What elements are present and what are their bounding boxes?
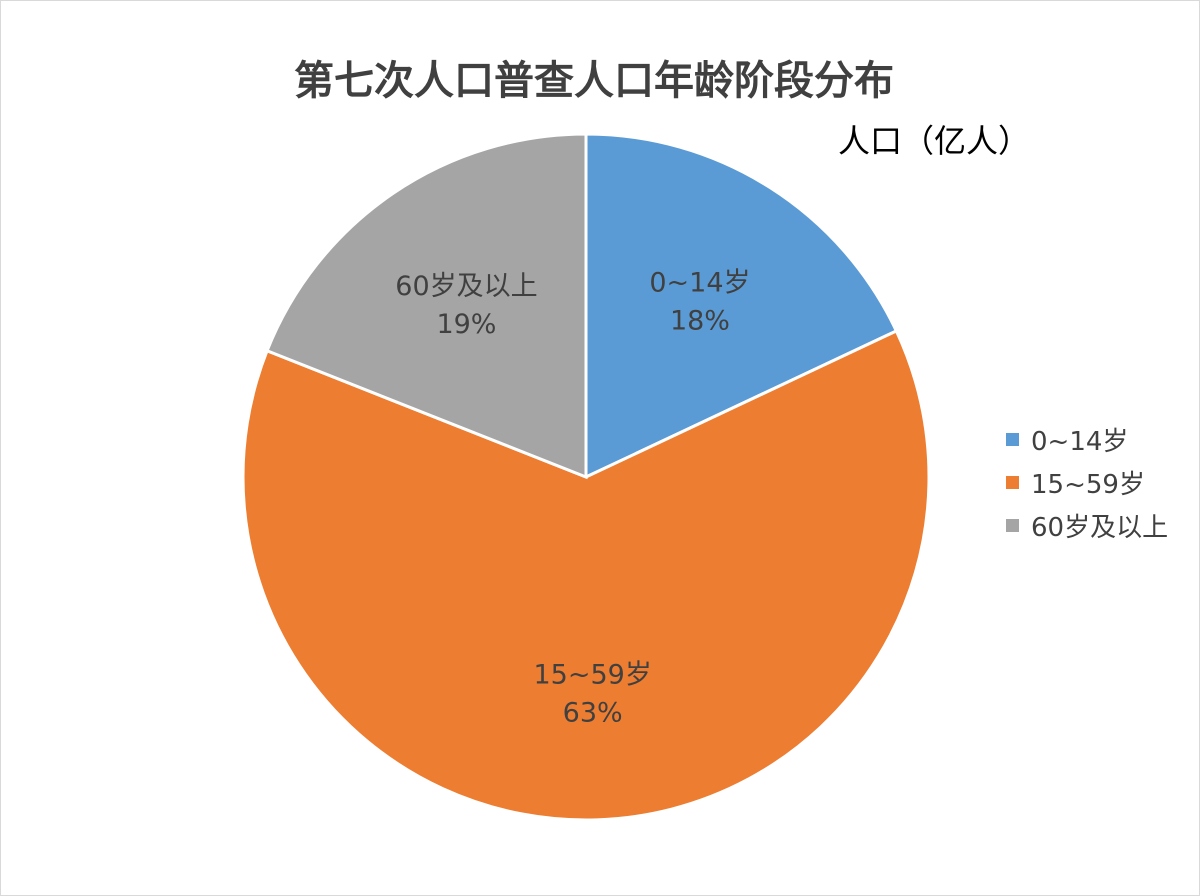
chart-title: 第七次人口普查人口年龄阶段分布 bbox=[294, 58, 894, 104]
legend-item: 0~14岁 bbox=[1006, 418, 1168, 461]
slice-value-label: 19% bbox=[436, 309, 496, 340]
legend-swatch bbox=[1006, 476, 1019, 489]
legend: 0~14岁 15~59岁 60岁及以上 bbox=[1006, 418, 1168, 547]
slice-value-label: 63% bbox=[563, 698, 623, 729]
legend-label: 0~14岁 bbox=[1031, 427, 1129, 457]
slice-category-label: 0~14岁 bbox=[649, 267, 750, 298]
slice-category-label: 15~59岁 bbox=[534, 660, 652, 691]
legend-swatch bbox=[1006, 519, 1019, 532]
legend-label: 60岁及以上 bbox=[1031, 513, 1169, 543]
legend-item: 15~59岁 bbox=[1006, 461, 1168, 504]
pie-slice bbox=[265, 132, 588, 480]
legend-item: 60岁及以上 bbox=[1006, 504, 1168, 547]
pie-slice bbox=[241, 328, 931, 822]
pie-slice bbox=[584, 132, 899, 480]
legend-label: 15~59岁 bbox=[1031, 470, 1145, 500]
pie-labels: 0~14岁 18% 15~59岁 63% 60岁及以上 19% bbox=[395, 267, 750, 728]
legend-swatch bbox=[1006, 433, 1019, 446]
slice-value-label: 18% bbox=[670, 305, 730, 336]
unit-label: 人口（亿人） bbox=[838, 122, 1031, 160]
pie-slices bbox=[241, 132, 931, 822]
slice-category-label: 60岁及以上 bbox=[395, 271, 537, 302]
